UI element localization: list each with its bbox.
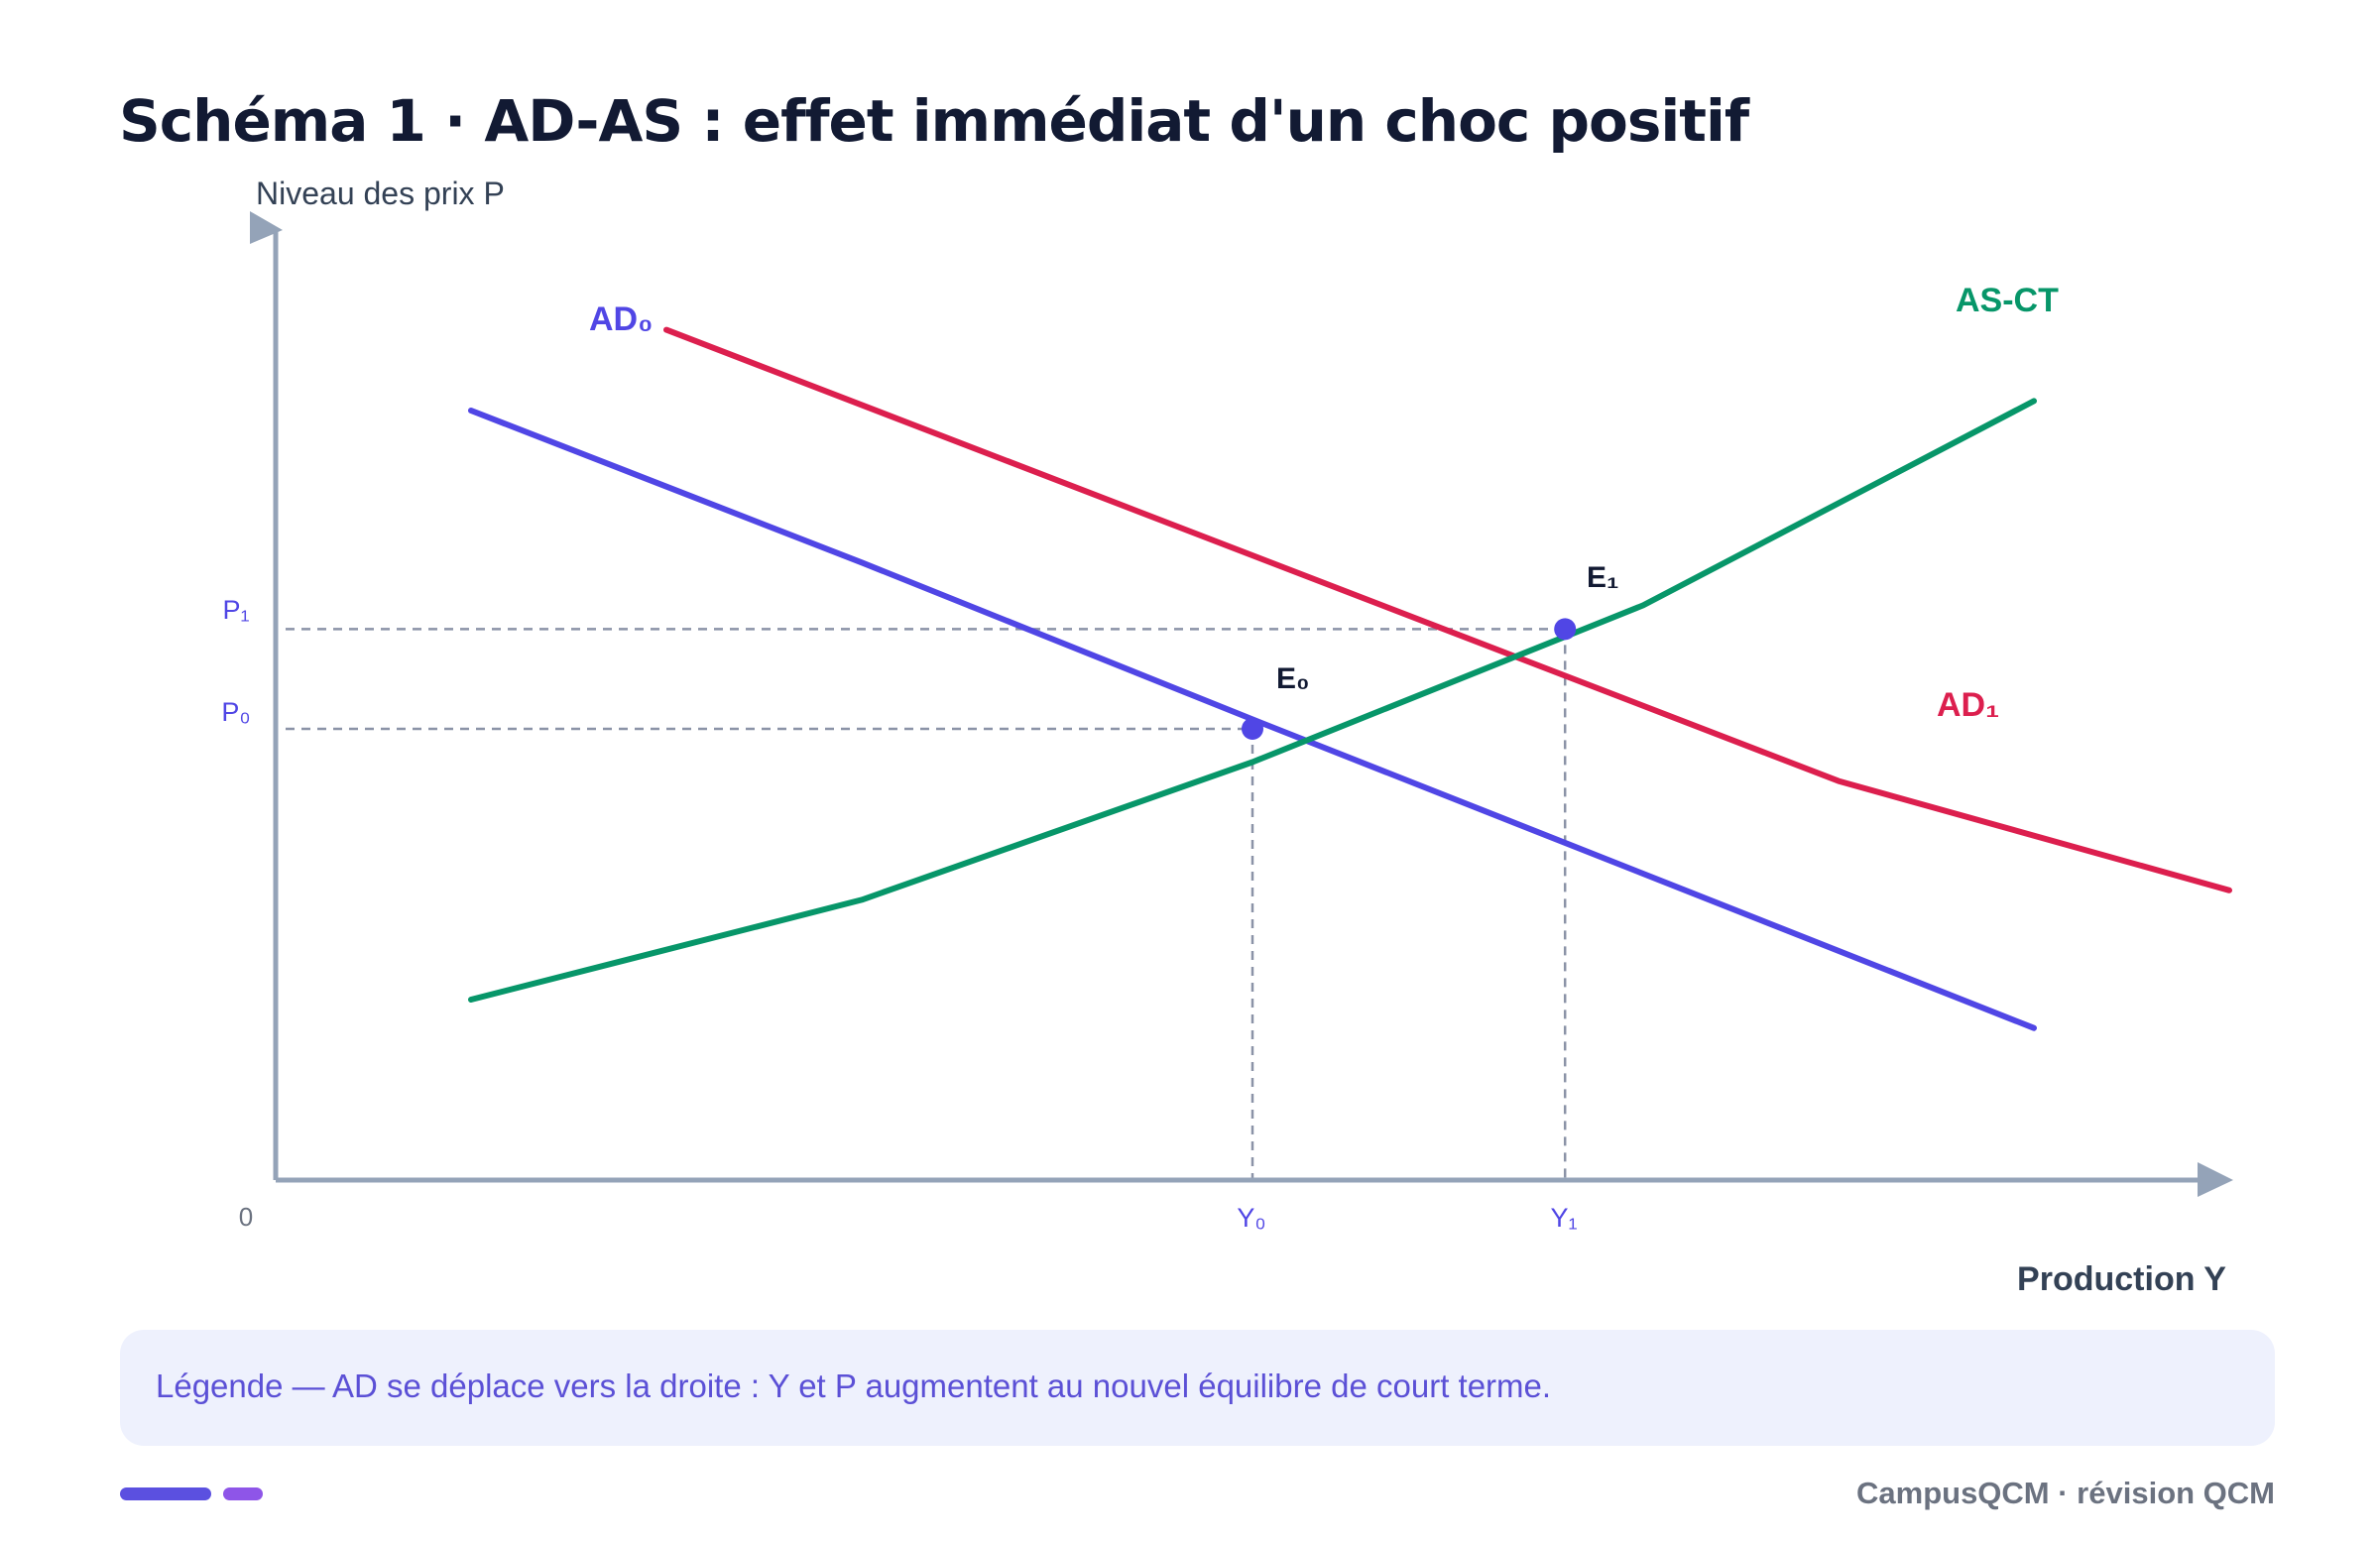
equilibrium-points bbox=[1242, 618, 1577, 740]
y-tick-label-p1: P₁ bbox=[222, 595, 249, 625]
page-title: Schéma 1 · AD-AS : effet immédiat d'un c… bbox=[119, 87, 1749, 155]
series-label-as-ct: AS-CT bbox=[1956, 282, 2059, 319]
curves bbox=[468, 326, 2232, 1031]
legend-box: Légende — AD se déplace vers la droite :… bbox=[120, 1330, 2275, 1446]
footer-brand: CampusQCM · révision QCM bbox=[1856, 1476, 2275, 1510]
y-axis-arrow-icon bbox=[250, 211, 283, 244]
point-label-e0: E₀ bbox=[1276, 662, 1310, 695]
x-tick-label-y1: Y₁ bbox=[1550, 1203, 1577, 1233]
x-axis-arrow-icon bbox=[2198, 1162, 2233, 1197]
x-tick-label-y0: Y₀ bbox=[1237, 1203, 1265, 1233]
equilibrium-point-0 bbox=[1242, 717, 1263, 740]
guide-lines bbox=[286, 628, 1567, 1180]
decor-pill-secondary bbox=[223, 1487, 263, 1500]
legend-text: Légende — AD se déplace vers la droite :… bbox=[156, 1367, 1552, 1404]
chart-labels: Niveau des prix P Production Y 0 P₁ P₀ Y… bbox=[221, 176, 2226, 1298]
curve-as-ct bbox=[468, 398, 2037, 1003]
decor-pill-primary bbox=[120, 1487, 211, 1500]
axes bbox=[250, 211, 2233, 1197]
chart: Niveau des prix P Production Y 0 P₁ P₀ Y… bbox=[221, 176, 2233, 1298]
curve-ad1 bbox=[663, 326, 2232, 893]
point-label-e1: E₁ bbox=[1587, 561, 1618, 594]
equilibrium-point-1 bbox=[1554, 618, 1577, 641]
series-label-ad0: AD₀ bbox=[589, 300, 653, 338]
series-label-ad1: AD₁ bbox=[1937, 686, 1999, 724]
y-tick-label-p0: P₀ bbox=[221, 697, 250, 727]
x-axis-label: Production Y bbox=[2017, 1260, 2226, 1298]
curve-ad0 bbox=[468, 408, 2037, 1031]
y-axis-label: Niveau des prix P bbox=[256, 176, 505, 211]
origin-label: 0 bbox=[239, 1202, 253, 1232]
